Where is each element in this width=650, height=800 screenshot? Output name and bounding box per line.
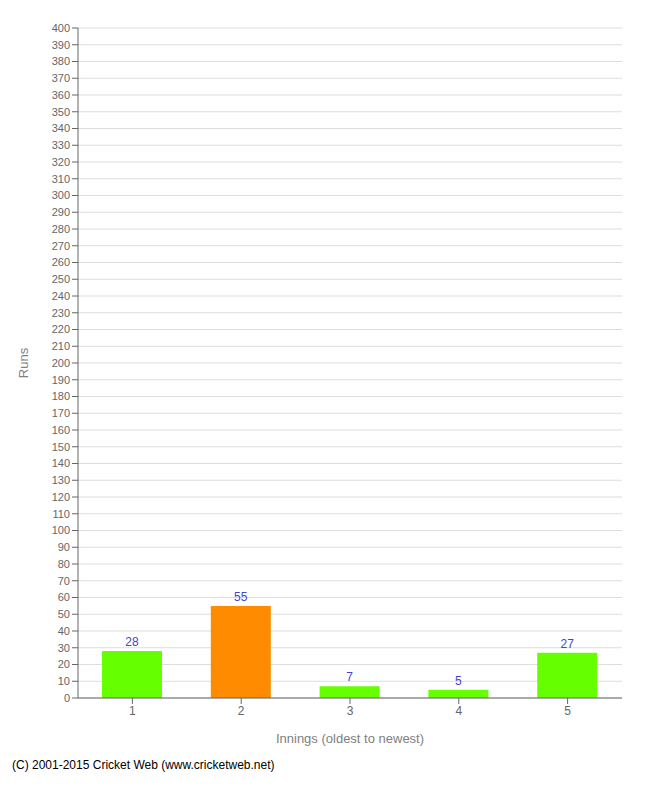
svg-text:30: 30 <box>58 642 70 654</box>
svg-text:260: 260 <box>52 256 70 268</box>
svg-text:3: 3 <box>347 704 354 718</box>
svg-text:55: 55 <box>234 590 248 604</box>
svg-text:60: 60 <box>58 591 70 603</box>
svg-text:280: 280 <box>52 223 70 235</box>
svg-text:240: 240 <box>52 290 70 302</box>
svg-text:380: 380 <box>52 55 70 67</box>
svg-text:360: 360 <box>52 89 70 101</box>
svg-text:160: 160 <box>52 424 70 436</box>
svg-text:200: 200 <box>52 357 70 369</box>
svg-text:28: 28 <box>125 635 139 649</box>
svg-text:0: 0 <box>64 692 70 704</box>
svg-text:170: 170 <box>52 407 70 419</box>
svg-text:40: 40 <box>58 625 70 637</box>
svg-text:120: 120 <box>52 491 70 503</box>
svg-text:300: 300 <box>52 189 70 201</box>
svg-text:2: 2 <box>238 704 245 718</box>
svg-text:90: 90 <box>58 541 70 553</box>
svg-text:320: 320 <box>52 156 70 168</box>
svg-text:220: 220 <box>52 323 70 335</box>
svg-text:10: 10 <box>58 675 70 687</box>
svg-text:210: 210 <box>52 340 70 352</box>
svg-text:4: 4 <box>455 704 462 718</box>
svg-text:340: 340 <box>52 122 70 134</box>
svg-text:27: 27 <box>561 637 575 651</box>
svg-text:110: 110 <box>52 508 70 520</box>
svg-text:7: 7 <box>346 670 353 684</box>
svg-text:370: 370 <box>52 72 70 84</box>
html-text:(C) 2001-2015 Cricket Web (www: (C) 2001-2015 Cricket Web (www.cricketwe… <box>12 758 275 772</box>
svg-text:140: 140 <box>52 457 70 469</box>
svg-text:5: 5 <box>564 704 571 718</box>
svg-text:180: 180 <box>52 390 70 402</box>
svg-text:330: 330 <box>52 139 70 151</box>
svg-text:Innings (oldest to newest): Innings (oldest to newest) <box>276 731 424 746</box>
svg-text:1: 1 <box>129 704 136 718</box>
svg-text:5: 5 <box>455 674 462 688</box>
svg-text:190: 190 <box>52 374 70 386</box>
svg-text:270: 270 <box>52 240 70 252</box>
svg-text:100: 100 <box>52 524 70 536</box>
svg-text:Runs: Runs <box>16 347 31 378</box>
svg-text:250: 250 <box>52 273 70 285</box>
svg-text:130: 130 <box>52 474 70 486</box>
svg-text:290: 290 <box>52 206 70 218</box>
svg-text:70: 70 <box>58 575 70 587</box>
svg-text:150: 150 <box>52 441 70 453</box>
svg-text:310: 310 <box>52 173 70 185</box>
svg-text:350: 350 <box>52 106 70 118</box>
svg-text:50: 50 <box>58 608 70 620</box>
svg-text:230: 230 <box>52 307 70 319</box>
svg-text:390: 390 <box>52 39 70 51</box>
svg-text:80: 80 <box>58 558 70 570</box>
svg-text:400: 400 <box>52 22 70 34</box>
svg-text:20: 20 <box>58 658 70 670</box>
